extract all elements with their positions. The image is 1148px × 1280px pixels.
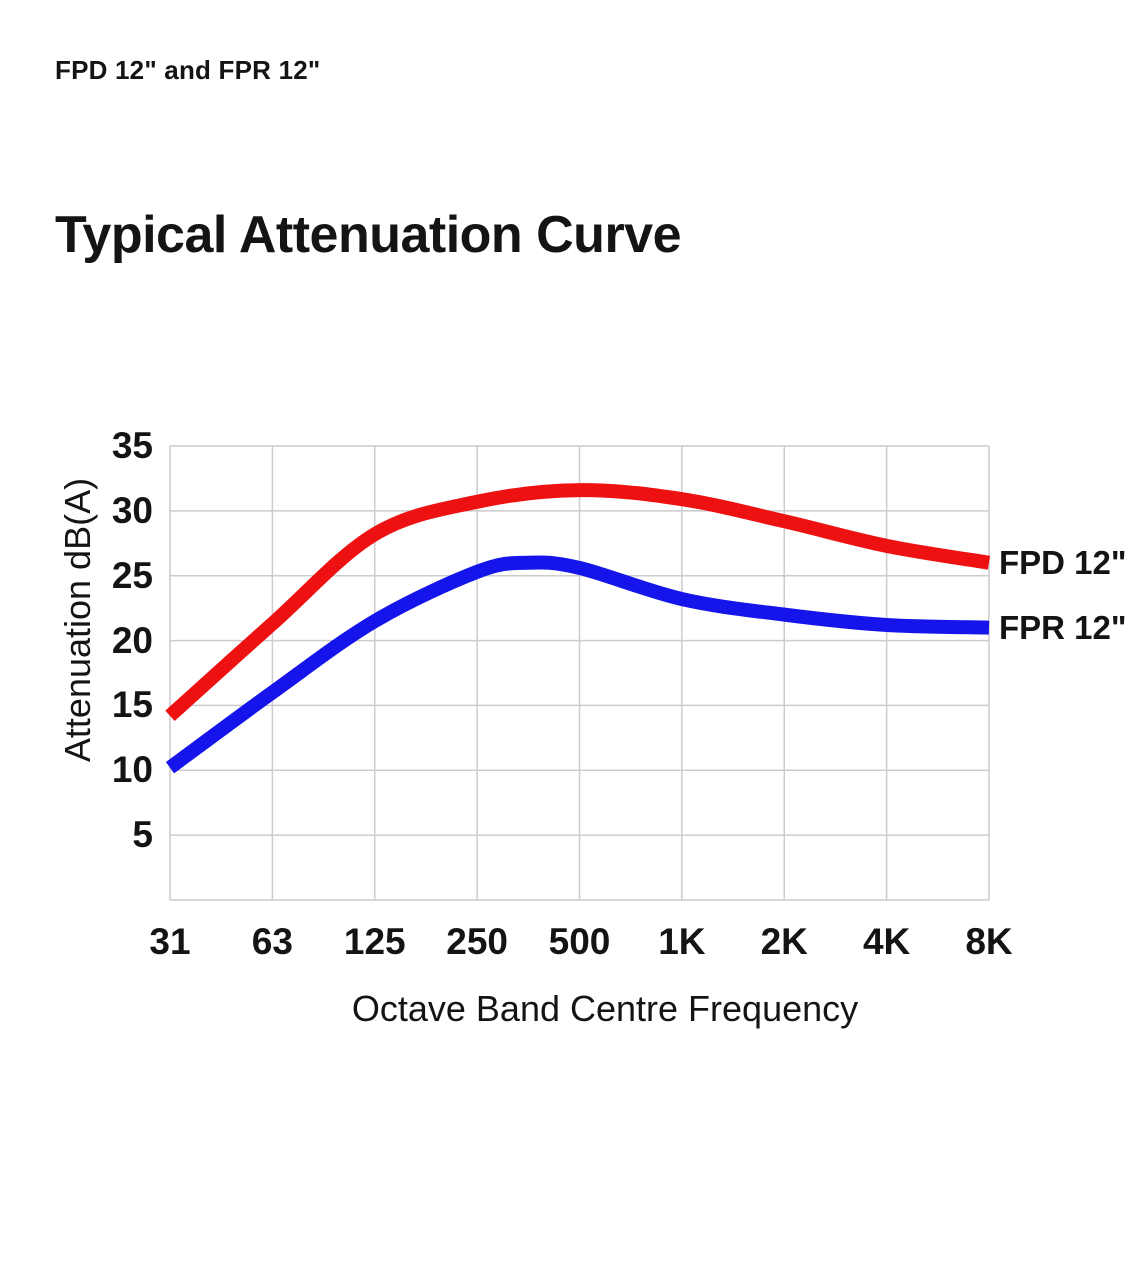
y-tick-15: 15 bbox=[111, 684, 153, 726]
x-tick-4K: 4K bbox=[862, 921, 911, 962]
y-tick-35: 35 bbox=[111, 425, 153, 466]
chart-title: Typical Attenuation Curve bbox=[55, 206, 682, 264]
x-tick-250: 250 bbox=[446, 921, 508, 962]
y-tick-5: 5 bbox=[132, 814, 153, 856]
series-label-fpd: FPD 12" bbox=[999, 543, 1127, 581]
plot-area bbox=[165, 445, 991, 901]
curve-fpd bbox=[165, 483, 991, 722]
x-tick-31: 31 bbox=[149, 921, 191, 962]
curve-fpr bbox=[165, 555, 990, 774]
x-tick-8K: 8K bbox=[965, 921, 1013, 962]
x-tick-63: 63 bbox=[251, 921, 293, 962]
product-variant-label: FPD 12" and FPR 12" bbox=[55, 55, 321, 85]
y-tick-20: 20 bbox=[111, 619, 153, 661]
series-label-fpr: FPR 12" bbox=[999, 608, 1127, 646]
x-tick-1K: 1K bbox=[658, 921, 706, 962]
x-tick-125: 125 bbox=[343, 921, 406, 962]
y-tick-30: 30 bbox=[111, 489, 153, 531]
y-tick-25: 25 bbox=[111, 554, 153, 596]
x-tick-500: 500 bbox=[548, 921, 611, 962]
x-axis-title: Octave Band Centre Frequency bbox=[351, 988, 859, 1029]
y-tick-10: 10 bbox=[111, 749, 153, 791]
x-tick-2K: 2K bbox=[760, 921, 808, 962]
